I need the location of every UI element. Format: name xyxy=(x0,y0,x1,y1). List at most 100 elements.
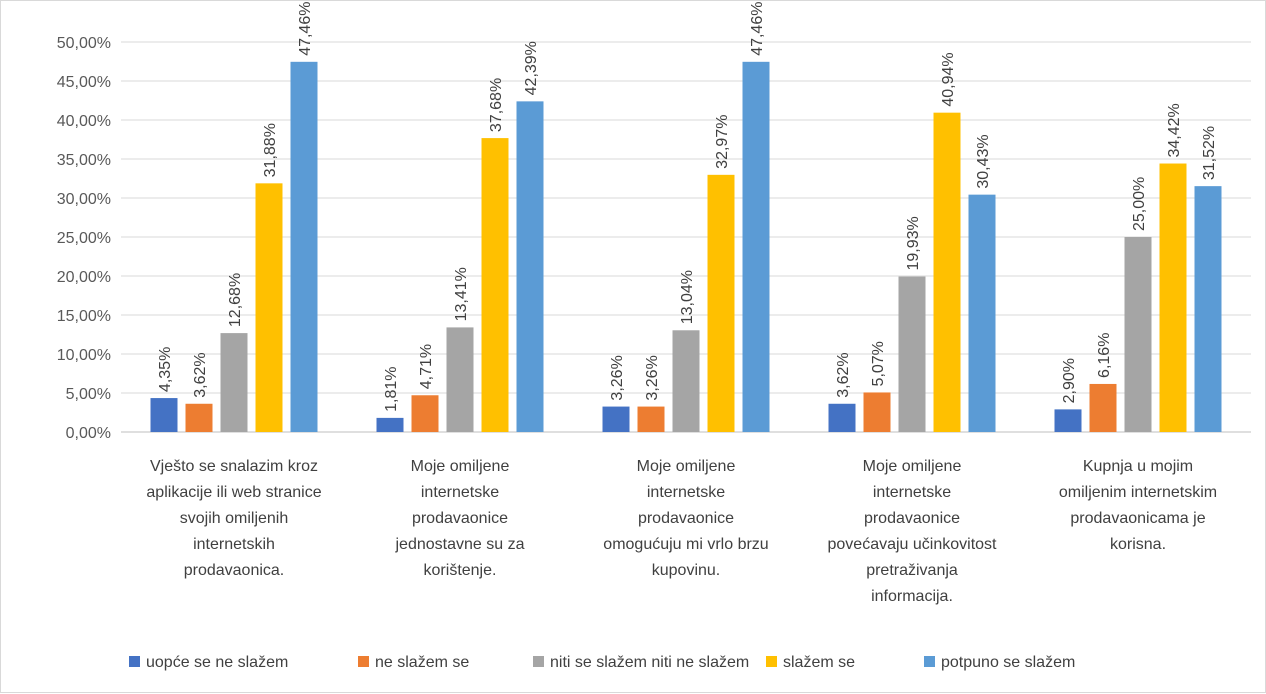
bar xyxy=(411,395,439,432)
bar xyxy=(968,194,996,432)
data-label: 4,71% xyxy=(418,344,435,389)
legend-swatch xyxy=(358,656,369,667)
bar xyxy=(742,61,770,432)
legend-swatch xyxy=(766,656,777,667)
data-label: 3,62% xyxy=(192,352,209,397)
category-label: omiljenim internetskim xyxy=(1059,484,1217,501)
bar xyxy=(446,327,474,432)
data-labels: 4,35% 3,62% 12,68% 31,88% 47,46% 1,81% 4,71% 13… xyxy=(157,2,1218,412)
bar xyxy=(898,276,926,432)
category-label: informacija. xyxy=(871,588,953,605)
category-label: pretraživanja xyxy=(866,562,958,579)
y-tick-label: 45,00% xyxy=(57,74,111,91)
data-label: 1,81% xyxy=(383,367,400,412)
y-tick-label: 50,00% xyxy=(57,35,111,52)
data-label: 25,00% xyxy=(1131,177,1148,231)
data-label: 47,46% xyxy=(297,2,314,56)
category-label: kupovinu. xyxy=(652,562,721,579)
data-label: 19,93% xyxy=(905,216,922,270)
legend-swatch xyxy=(924,656,935,667)
category-label: jednostavne su za xyxy=(395,536,525,553)
category-label: aplikacije ili web stranice xyxy=(146,484,321,501)
bar xyxy=(516,101,544,432)
bar xyxy=(1054,409,1082,432)
category-label: internetske xyxy=(421,484,499,501)
data-label: 30,43% xyxy=(975,134,992,188)
y-tick-label: 35,00% xyxy=(57,152,111,169)
data-label: 37,68% xyxy=(488,78,505,132)
y-axis-ticks: 0,00% 5,00% 10,00% 15,00% 20,00% 25,00% 30,00%… xyxy=(57,35,111,442)
y-tick-label: 40,00% xyxy=(57,113,111,130)
data-label: 40,94% xyxy=(940,52,957,106)
category-label: svojih omiljenih xyxy=(180,510,289,527)
bar xyxy=(185,403,213,432)
category-label: prodavaonice xyxy=(864,510,960,527)
category-label: korisna. xyxy=(1110,536,1166,553)
legend: uopće se ne slažem ne slažem se niti se sl… xyxy=(129,654,1075,671)
category-label: Moje omiljene xyxy=(411,458,510,475)
y-tick-label: 30,00% xyxy=(57,191,111,208)
category-label: internetske xyxy=(647,484,725,501)
category-label: prodavaonice xyxy=(638,510,734,527)
legend-label: ne slažem se xyxy=(375,654,469,671)
bar xyxy=(376,417,404,432)
data-label: 3,26% xyxy=(609,355,626,400)
data-label: 34,42% xyxy=(1166,103,1183,157)
category-label: internetskih xyxy=(193,536,275,553)
data-label: 31,88% xyxy=(262,123,279,177)
category-label: povećavaju učinkovitost xyxy=(828,536,998,553)
category-label: Moje omiljene xyxy=(637,458,736,475)
y-tick-label: 10,00% xyxy=(57,347,111,364)
bars xyxy=(150,61,1222,433)
y-tick-label: 15,00% xyxy=(57,308,111,325)
category-label: Moje omiljene xyxy=(863,458,962,475)
data-label: 5,07% xyxy=(870,341,887,386)
data-label: 13,41% xyxy=(453,267,470,321)
data-label: 12,68% xyxy=(227,273,244,327)
category-label: omogućuju mi vrlo brzu xyxy=(603,536,768,553)
data-label: 2,90% xyxy=(1061,358,1078,403)
legend-label: potpuno se slažem xyxy=(941,654,1075,671)
data-label: 3,62% xyxy=(835,352,852,397)
bar xyxy=(220,333,248,432)
data-label: 13,04% xyxy=(679,270,696,324)
legend-label: niti se slažem niti ne slažem xyxy=(550,654,749,671)
data-label: 32,97% xyxy=(714,115,731,169)
y-tick-label: 20,00% xyxy=(57,269,111,286)
data-label: 4,35% xyxy=(157,347,174,392)
bar xyxy=(1159,163,1187,433)
bar xyxy=(863,392,891,432)
data-label: 6,16% xyxy=(1096,333,1113,378)
category-label: prodavaonice xyxy=(412,510,508,527)
bar xyxy=(290,61,318,432)
bar xyxy=(707,174,735,433)
bar xyxy=(637,406,665,432)
data-label: 47,46% xyxy=(749,2,766,56)
data-label: 42,39% xyxy=(523,41,540,95)
category-label: internetske xyxy=(873,484,951,501)
category-label: Kupnja u mojim xyxy=(1083,458,1193,475)
y-tick-label: 5,00% xyxy=(66,386,111,403)
bar xyxy=(828,403,856,432)
data-label: 31,52% xyxy=(1201,126,1218,180)
bar xyxy=(1194,186,1222,432)
category-label: prodavaonicama je xyxy=(1070,510,1205,527)
y-tick-label: 25,00% xyxy=(57,230,111,247)
legend-swatch xyxy=(533,656,544,667)
bar xyxy=(672,330,700,432)
category-label: korištenje. xyxy=(424,562,497,579)
legend-label: uopće se ne slažem xyxy=(146,654,288,671)
bar xyxy=(933,112,961,432)
category-label: Vješto se snalazim kroz xyxy=(150,458,318,475)
y-tick-label: 0,00% xyxy=(66,425,111,442)
data-label: 3,26% xyxy=(644,355,661,400)
legend-swatch xyxy=(129,656,140,667)
bar xyxy=(1089,383,1117,432)
category-label: prodavaonica. xyxy=(184,562,285,579)
bar xyxy=(481,138,509,432)
bar xyxy=(1124,237,1152,432)
bar xyxy=(150,398,178,432)
bar xyxy=(255,183,283,432)
